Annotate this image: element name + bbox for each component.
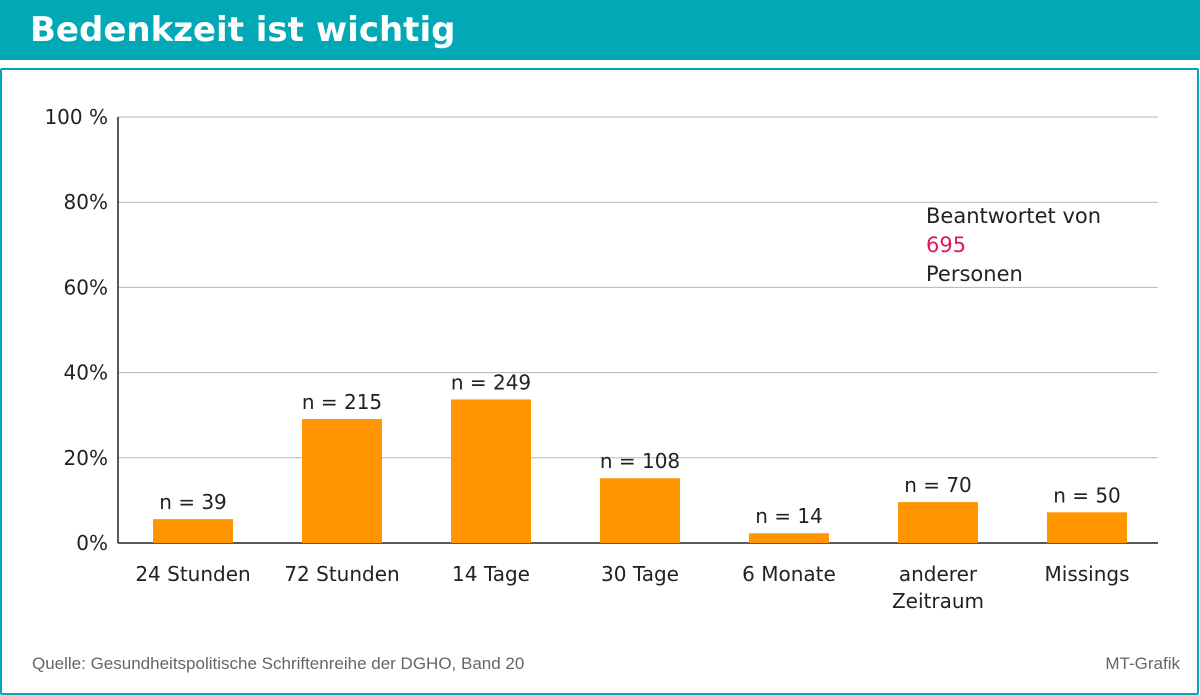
y-tick-label: 100 %	[44, 105, 108, 129]
x-tick-label: 24 Stunden	[135, 562, 250, 586]
data-label: n = 50	[1053, 483, 1121, 507]
graphic-credit: MT-Grafik	[1105, 654, 1180, 673]
x-tick-label: 72 Stunden	[284, 562, 399, 586]
respondents-note-line1: Beantwortet von	[926, 204, 1102, 228]
bar	[153, 519, 233, 543]
data-label: n = 108	[600, 449, 680, 473]
y-tick-label: 0%	[76, 531, 108, 555]
y-tick-label: 40%	[64, 361, 108, 385]
y-tick-label: 20%	[64, 446, 108, 470]
bar	[451, 399, 531, 543]
x-tick-label: 30 Tage	[601, 562, 679, 586]
data-label: n = 215	[302, 390, 382, 414]
title-bar: Bedenkzeit ist wichtig	[0, 0, 1200, 60]
x-tick-label: Missings	[1045, 562, 1130, 586]
x-tick-label: Zeitraum	[892, 589, 984, 613]
data-label: n = 14	[755, 504, 823, 528]
data-label: n = 39	[159, 490, 227, 514]
bar	[302, 419, 382, 543]
chart-title: Bedenkzeit ist wichtig	[30, 10, 456, 50]
data-label: n = 249	[451, 370, 531, 394]
y-tick-label: 60%	[64, 275, 108, 299]
y-tick-label: 80%	[64, 190, 108, 214]
bar	[1047, 512, 1127, 543]
data-label: n = 70	[904, 473, 972, 497]
respondents-note: Beantwortet von 695 Personen	[926, 202, 1101, 289]
respondents-count: 695	[926, 233, 967, 257]
source-note: Quelle: Gesundheitspolitische Schriftenr…	[32, 654, 525, 673]
bar	[749, 533, 829, 543]
x-tick-label: 14 Tage	[452, 562, 530, 586]
x-tick-label: anderer	[899, 562, 978, 586]
respondents-note-line3: Personen	[926, 262, 1023, 286]
bar	[898, 502, 978, 543]
x-tick-label: 6 Monate	[742, 562, 836, 586]
bar	[600, 478, 680, 543]
